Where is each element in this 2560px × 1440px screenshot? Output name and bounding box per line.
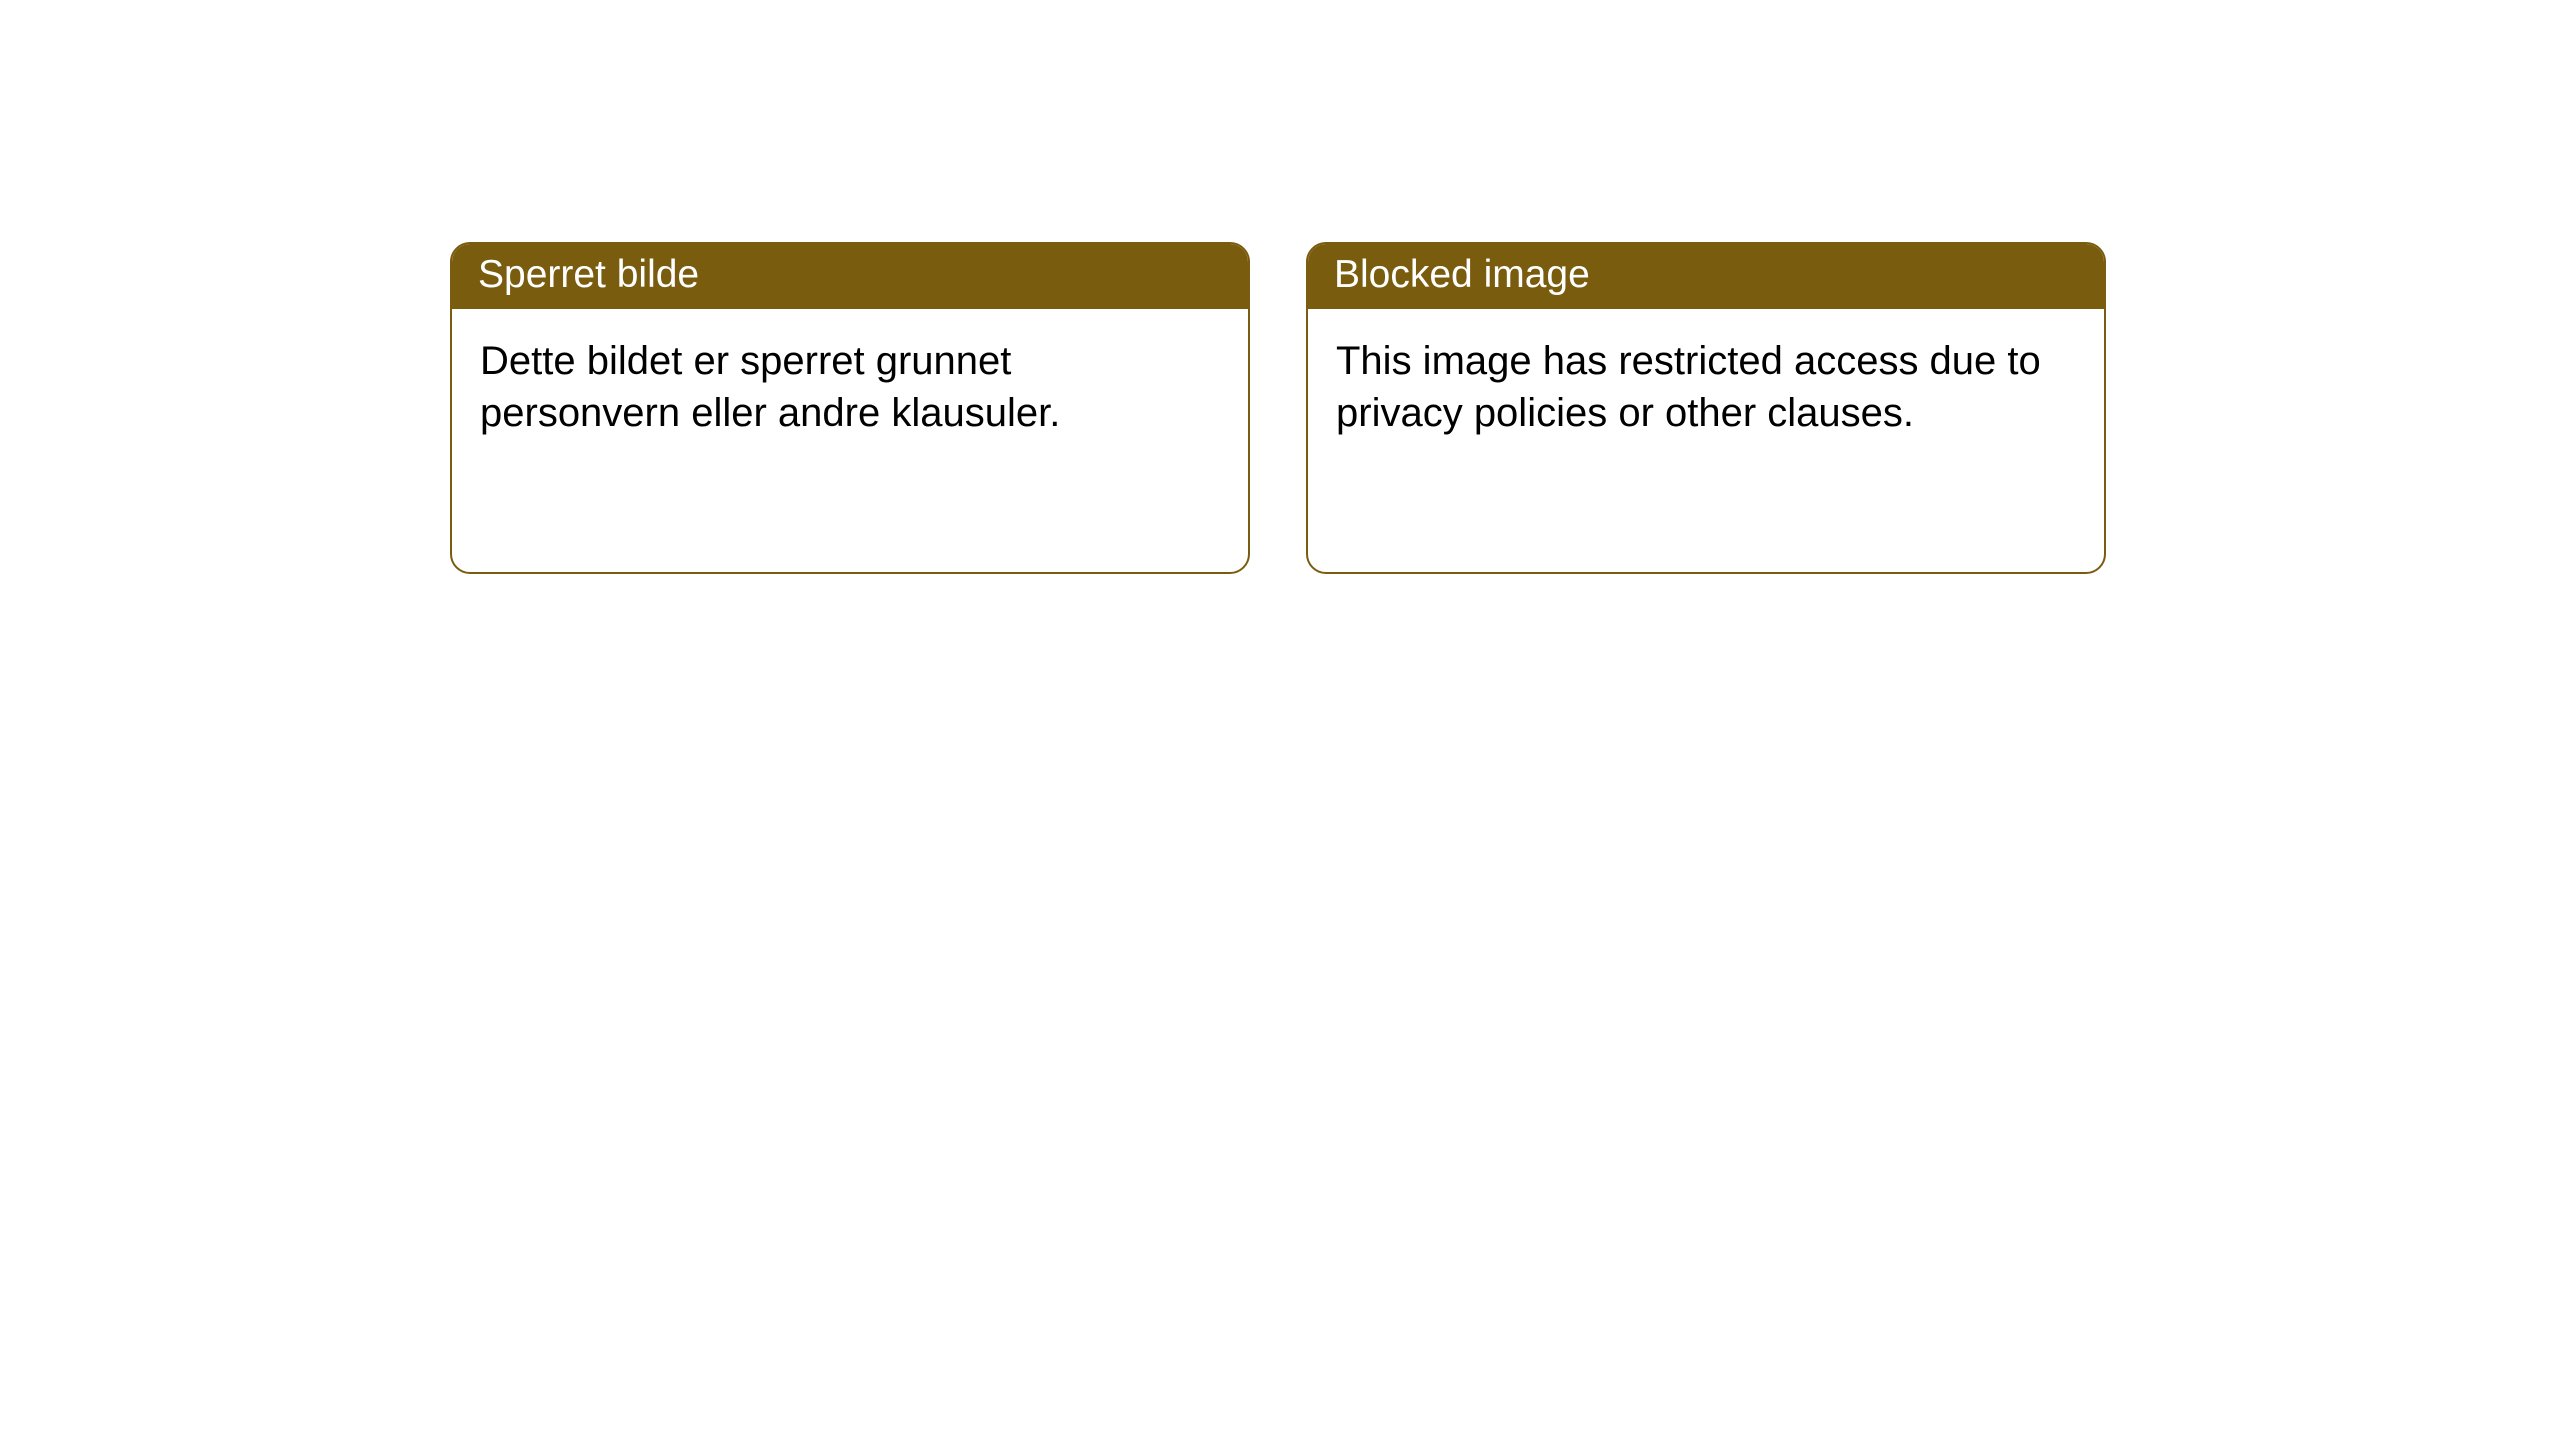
card-body-text: Dette bildet er sperret grunnet personve… [452, 309, 1248, 465]
notice-card-english: Blocked image This image has restricted … [1306, 242, 2106, 574]
card-title: Blocked image [1308, 244, 2104, 309]
card-body-text: This image has restricted access due to … [1308, 309, 2104, 465]
card-title: Sperret bilde [452, 244, 1248, 309]
notice-container: Sperret bilde Dette bildet er sperret gr… [0, 0, 2560, 574]
notice-card-norwegian: Sperret bilde Dette bildet er sperret gr… [450, 242, 1250, 574]
